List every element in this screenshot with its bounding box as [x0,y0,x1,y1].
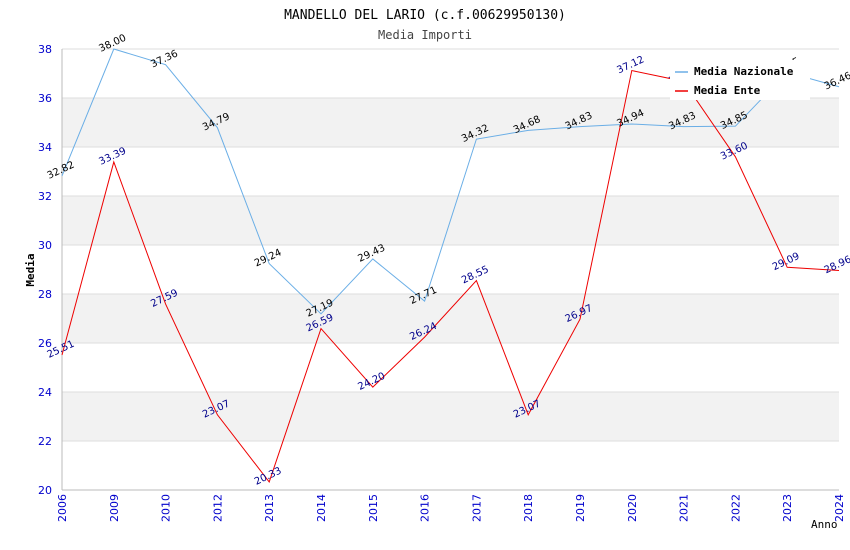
legend-box [670,60,810,100]
series-lines [61,48,840,483]
plot-band [62,98,839,147]
data-label-ente: 20.33 [253,466,284,488]
data-label-nazionale: 32.82 [46,160,77,182]
plot-bands [62,98,839,441]
chart-title: MANDELLO DEL LARIO (c.f.00629950130) [284,8,566,23]
x-axis-label: Anno [811,518,838,531]
series-line-nazionale [61,48,840,315]
chart-subtitle: Media Importi [378,28,472,42]
legend-label-nazionale: Media Nazionale [694,65,794,78]
x-tick-label: 2018 [522,494,535,522]
data-label-ente: 28.55 [460,264,491,286]
data-label-nazionale: 29.43 [356,243,387,265]
x-tick-label: 2021 [678,494,691,522]
x-tick-label: 2017 [470,494,483,522]
data-label-ente: 29.09 [771,251,802,273]
x-tick-label: 2009 [108,494,121,522]
y-tick-label: 28 [38,288,52,301]
x-tick-labels: 2006 2009 2010 2012 2013 2014 2015 2016 2017 2018… [56,494,846,522]
x-tick-label: 2012 [211,494,224,522]
y-tick-label: 32 [38,190,52,203]
data-label-nazionale: 37.36 [149,48,180,70]
y-tick-label: 22 [38,435,52,448]
x-tick-label: 2015 [367,494,380,522]
x-tick-label: 2024 [833,494,846,522]
x-tick-label: 2023 [781,494,794,522]
plot-band [62,294,839,343]
y-tick-label: 38 [38,43,52,56]
series-line-ente [61,69,840,483]
y-tick-label: 20 [38,484,52,497]
data-label-nazionale: 29.24 [253,247,284,269]
data-label-ente: 28.96 [823,254,850,276]
x-tick-label: 2016 [419,494,432,522]
plot-band [62,392,839,441]
grid-lines [62,48,839,491]
x-tick-label: 2006 [56,494,69,522]
legend: Media Nazionale Media Ente [670,60,810,100]
y-tick-label: 26 [38,337,52,350]
y-tick-label: 24 [38,386,52,399]
y-tick-label: 36 [38,92,52,105]
y-tick-labels: 20 22 24 26 28 30 32 34 36 38 [38,43,52,497]
x-tick-label: 2019 [574,494,587,522]
x-tick-label: 2020 [626,494,639,522]
data-label-nazionale: 36.46 [823,70,850,92]
x-tick-label: 2014 [315,494,328,522]
x-tick-label: 2010 [160,494,173,522]
legend-label-ente: Media Ente [694,84,761,97]
y-tick-label: 30 [38,239,52,252]
x-tick-label: 2013 [263,494,276,522]
y-axis-label: Media [24,253,37,286]
y-tick-label: 34 [38,141,52,154]
x-tick-label: 2022 [729,494,742,522]
